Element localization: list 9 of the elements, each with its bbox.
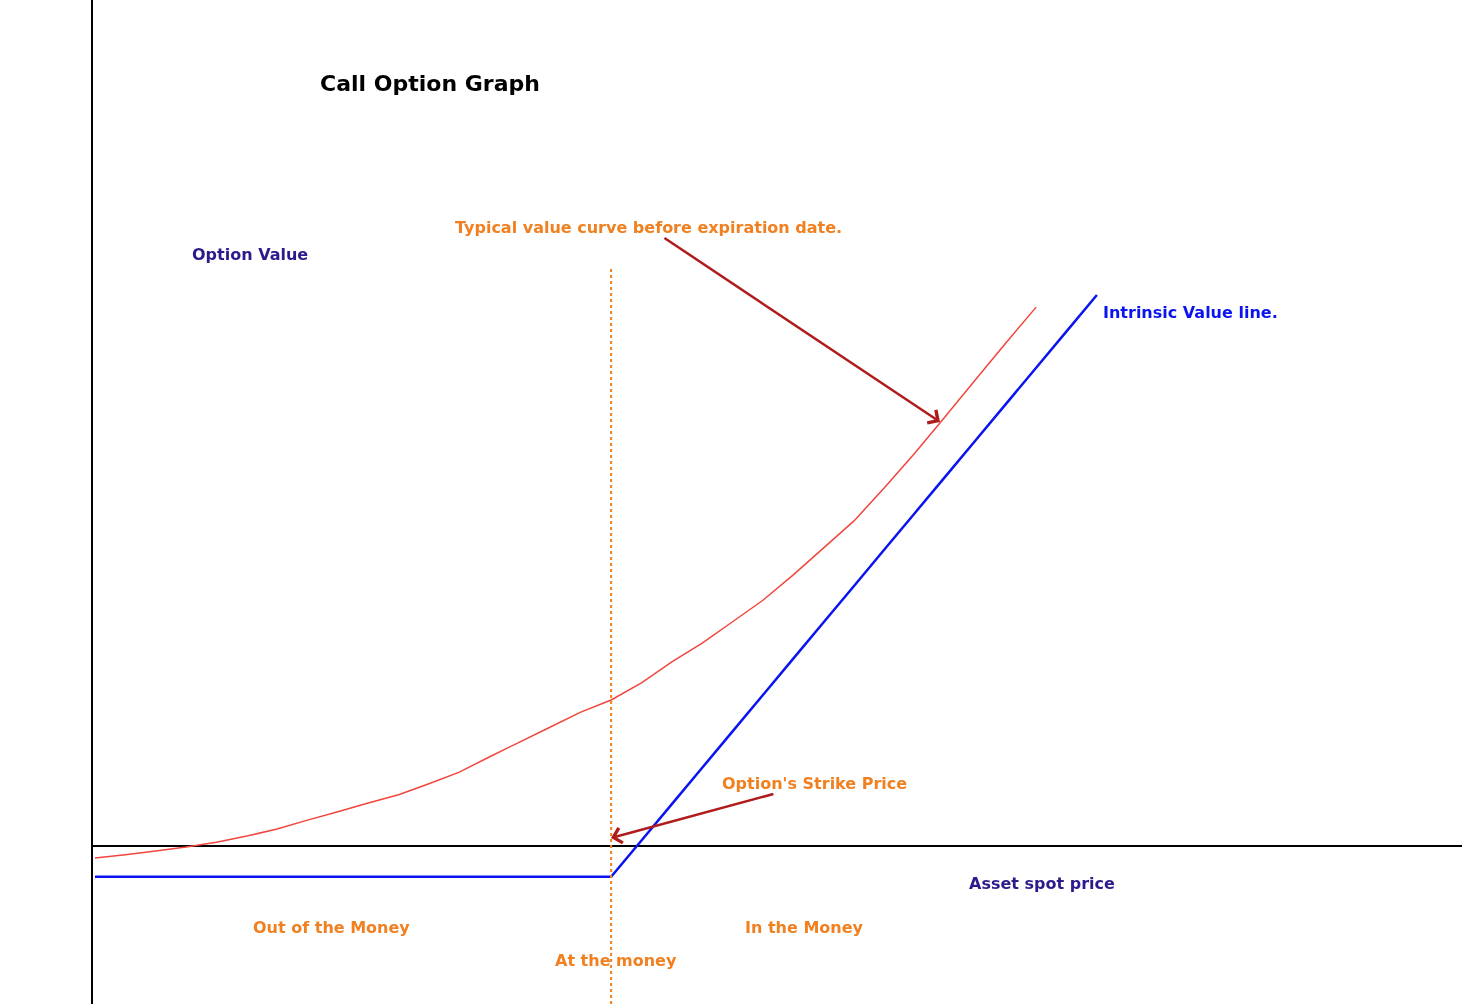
series-label: Intrinsic Value line. (1103, 303, 1278, 322)
x-axis-title: Asset spot price (969, 874, 1115, 893)
text: Typical value curve before expiration date. (455, 218, 843, 237)
annotation: Option's Strike Price (722, 774, 908, 793)
text: At the money (555, 951, 677, 970)
text: Out of the Money (253, 918, 411, 937)
chart-title: Call Option Graph (320, 70, 540, 96)
y-axis-title: Option Value (192, 245, 309, 264)
text: In the Money (745, 918, 864, 937)
